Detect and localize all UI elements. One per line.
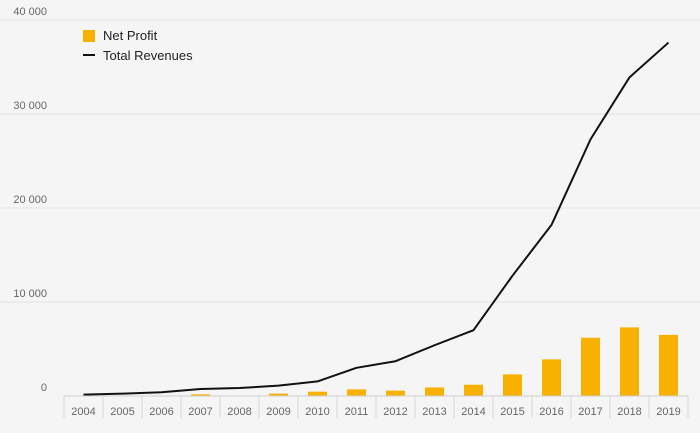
legend-label-total-revenues: Total Revenues bbox=[103, 48, 193, 63]
legend: Net Profit Total Revenues bbox=[83, 28, 193, 63]
x-tick-label: 2018 bbox=[617, 406, 641, 418]
bar-net-profit bbox=[425, 387, 444, 396]
x-tick-label: 2007 bbox=[188, 406, 212, 418]
bar-net-profit bbox=[308, 391, 327, 396]
y-tick-label: 30 000 bbox=[13, 100, 47, 112]
bar-net-profit bbox=[620, 327, 639, 396]
x-tick-label: 2004 bbox=[71, 406, 95, 418]
net-profit-bars bbox=[74, 327, 678, 396]
x-tick-label: 2011 bbox=[345, 406, 369, 418]
total-revenues-line-group bbox=[83, 41, 670, 396]
axes: 0 10 000 20 000 30 000 40 000 2004 2005 2006 200… bbox=[13, 6, 689, 418]
x-tick-label: 2010 bbox=[305, 406, 329, 418]
x-tick-label: 2019 bbox=[656, 406, 680, 418]
bar-net-profit bbox=[581, 337, 600, 396]
x-tick-label: 2014 bbox=[461, 406, 485, 418]
bar-net-profit bbox=[347, 389, 366, 396]
x-tick-label: 2017 bbox=[578, 406, 602, 418]
x-tick-label: 2008 bbox=[227, 406, 251, 418]
bar-net-profit bbox=[503, 374, 522, 396]
x-tick-label: 2005 bbox=[110, 406, 134, 418]
y-tick-label: 10 000 bbox=[13, 288, 47, 300]
y-tick-label: 0 bbox=[41, 382, 47, 394]
legend-label-net-profit: Net Profit bbox=[103, 28, 158, 43]
legend-swatch-net-profit bbox=[83, 30, 95, 42]
x-tick-label: 2013 bbox=[422, 406, 446, 418]
bar-net-profit bbox=[542, 359, 561, 396]
bar-net-profit bbox=[269, 393, 288, 396]
gridlines bbox=[0, 19, 700, 303]
line-total-revenues bbox=[83, 41, 670, 396]
x-tick-label: 2016 bbox=[539, 406, 563, 418]
x-tick-label: 2009 bbox=[266, 406, 290, 418]
x-tick-label: 2015 bbox=[500, 406, 524, 418]
x-tick-label: 2006 bbox=[149, 406, 173, 418]
y-tick-label: 20 000 bbox=[13, 194, 47, 206]
bar-net-profit bbox=[659, 334, 678, 396]
x-tick-label: 2012 bbox=[383, 406, 407, 418]
bar-net-profit bbox=[191, 394, 210, 396]
bar-net-profit bbox=[464, 384, 483, 396]
bar-net-profit bbox=[386, 390, 405, 396]
y-tick-label: 40 000 bbox=[13, 6, 47, 18]
